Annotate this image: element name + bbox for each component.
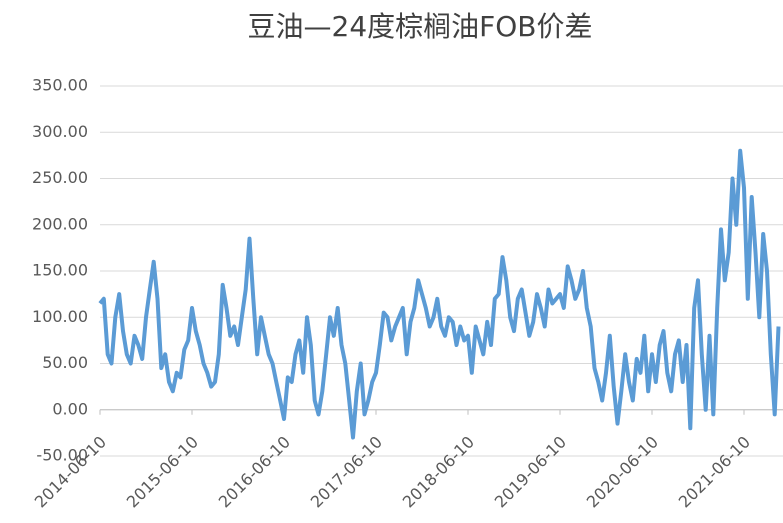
chart-title: 豆油—24度棕榈油FOB价差: [248, 10, 593, 43]
x-tick-label: 2021-06-10: [675, 432, 754, 511]
y-tick-label: 300.00: [32, 122, 88, 141]
y-tick-label: 150.00: [32, 261, 88, 280]
y-tick-label: -50.00: [36, 446, 88, 465]
x-tick-label: 2016-06-10: [215, 432, 294, 511]
y-tick-label: 50.00: [42, 353, 88, 372]
line-series: [98, 148, 781, 440]
x-tick-label: 2020-06-10: [583, 432, 662, 511]
x-tick-label: 2019-06-10: [491, 432, 570, 511]
y-tick-label: 200.00: [32, 214, 88, 233]
y-tick-label: 250.00: [32, 168, 88, 187]
y-tick-label: 100.00: [32, 307, 88, 326]
y-tick-label: 350.00: [32, 76, 88, 95]
x-tick-label: 2017-06-10: [307, 432, 386, 511]
x-tick-label: 2018-06-10: [399, 432, 478, 511]
x-tick-label: 2014-06-10: [31, 432, 110, 511]
y-tick-label: 0.00: [52, 399, 88, 418]
x-tick-label: 2015-06-10: [123, 432, 202, 511]
